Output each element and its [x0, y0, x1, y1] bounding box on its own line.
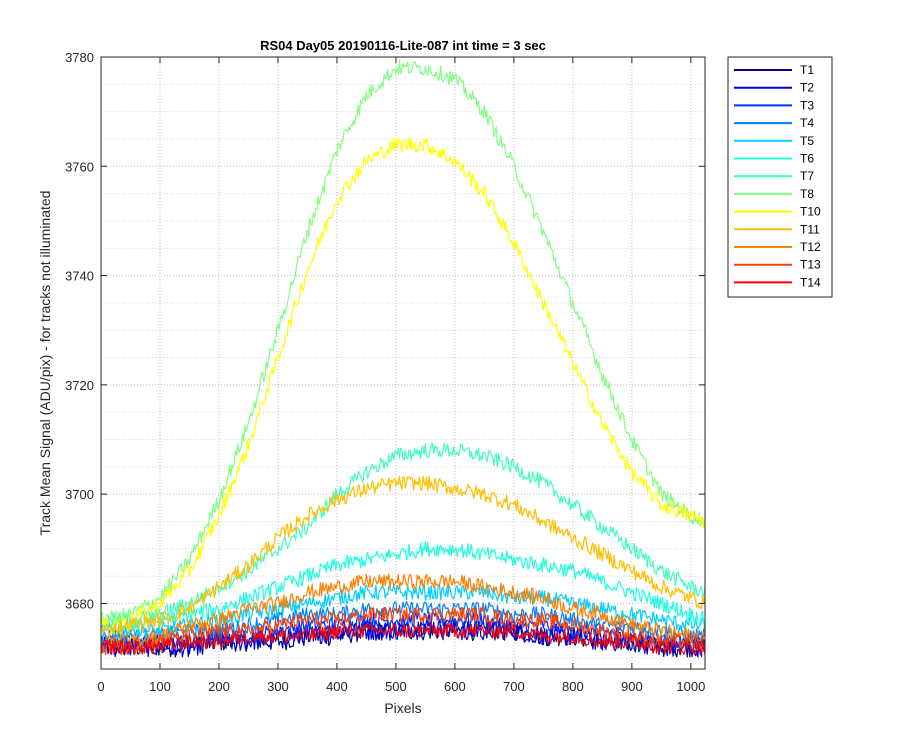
series-line-t8: [100, 60, 706, 626]
x-tick-label: 700: [503, 679, 525, 694]
x-tick-label: 300: [267, 679, 289, 694]
y-tick-label: 3780: [65, 50, 94, 65]
legend-label-t13: T13: [800, 258, 821, 272]
legend-label-t10: T10: [800, 205, 821, 219]
x-tick-label: 100: [149, 679, 171, 694]
x-axis-label: Pixels: [384, 700, 421, 716]
legend-label-t8: T8: [800, 187, 814, 201]
legend-label-t2: T2: [800, 81, 814, 95]
y-tick-label: 3680: [65, 596, 94, 611]
y-axis-label: Track Mean Signal (ADU/pix) - for tracks…: [37, 191, 53, 536]
x-tick-label: 800: [562, 679, 584, 694]
series-line-t11: [100, 475, 706, 637]
x-tick-label: 600: [444, 679, 466, 694]
axis-ticks: [100, 56, 705, 669]
legend-label-t4: T4: [800, 116, 814, 130]
series-line-t4: [100, 601, 706, 645]
x-tick-labels: 0 100 200 300 400 500 600 700 800 900 1000: [97, 679, 705, 694]
x-tick-label: 400: [326, 679, 348, 694]
legend-label-t12: T12: [800, 240, 821, 254]
series-line-t10: [100, 137, 706, 632]
series-line-t12: [100, 573, 706, 650]
legend-label-t7: T7: [800, 169, 814, 183]
plot-area: [101, 57, 705, 669]
legend: T1 T2 T3 T4 T5 T6 T7 T8 T10 T11 T12 T13 T14: [727, 56, 833, 298]
legend-label-t5: T5: [800, 134, 814, 148]
plot-frame: [100, 56, 706, 670]
x-tick-label: 900: [621, 679, 643, 694]
legend-label-t14: T14: [800, 275, 821, 289]
legend-label-t1: T1: [800, 63, 814, 77]
y-tick-label: 3700: [65, 487, 94, 502]
series-line-t6: [100, 541, 706, 633]
series-lines: [100, 60, 706, 658]
chart-title: RS04 Day05 20190116-Lite-087 int time = …: [260, 38, 546, 53]
x-tick-label: 200: [208, 679, 230, 694]
y-tick-label: 3720: [65, 378, 94, 393]
series-line-t14: [100, 622, 706, 656]
grid-lines: [100, 56, 705, 669]
y-tick-labels: 3680 3700 3720 3740 3760 3780: [65, 50, 94, 611]
y-tick-label: 3760: [65, 159, 94, 174]
series-line-t13: [100, 606, 706, 656]
x-tick-label: 1000: [676, 679, 705, 694]
legend-label-t6: T6: [800, 152, 814, 166]
legend-label-t11: T11: [800, 222, 820, 236]
y-tick-label: 3740: [65, 269, 94, 284]
x-tick-label: 500: [385, 679, 407, 694]
legend-label-t3: T3: [800, 98, 814, 112]
x-tick-label: 0: [97, 679, 104, 694]
